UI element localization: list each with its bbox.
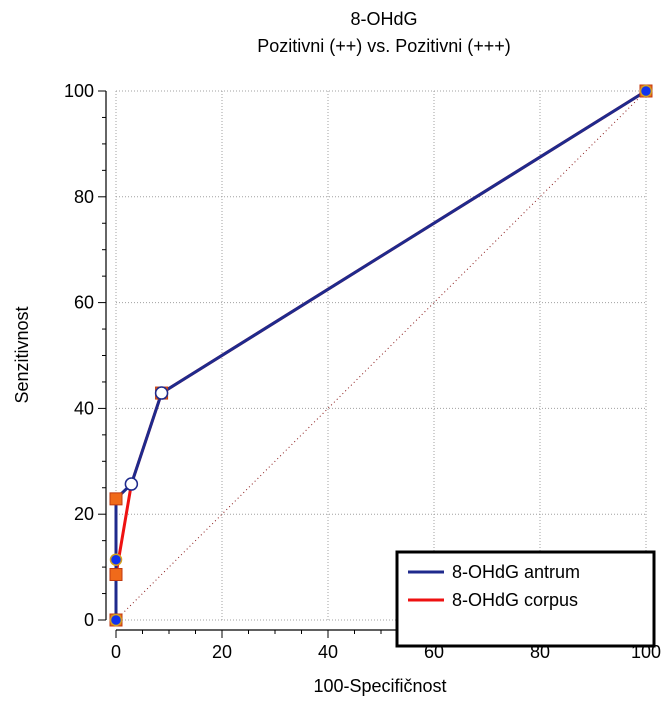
data-point-marker	[639, 84, 653, 98]
legend-label-antrum: 8-OHdG antrum	[452, 562, 580, 582]
legend-label-corpus: 8-OHdG corpus	[452, 590, 578, 610]
diagonal-reference-line	[115, 90, 647, 621]
x-axis-label: 100-Specifičnost	[313, 676, 446, 696]
data-point-marker	[109, 492, 123, 506]
x-tick-label: 0	[111, 642, 121, 662]
y-axis-label: Senzitivnost	[12, 306, 32, 403]
y-tick-label: 40	[74, 398, 94, 418]
y-tick-label: 0	[84, 610, 94, 630]
chart-subtitle: Pozitivni (++) vs. Pozitivni (+++)	[257, 36, 511, 56]
y-tick-label: 60	[74, 293, 94, 313]
x-tick-label: 40	[318, 642, 338, 662]
legend: 8-OHdG antrum 8-OHdG corpus	[395, 550, 656, 648]
y-tick-label: 80	[74, 187, 94, 207]
data-point-marker	[154, 386, 169, 400]
x-tick-label: 20	[212, 642, 232, 662]
chart-title: 8-OHdG	[350, 9, 417, 29]
data-point-marker	[109, 568, 123, 582]
data-point-marker	[109, 613, 123, 627]
y-tick-label: 20	[74, 504, 94, 524]
data-point-marker	[109, 553, 123, 566]
y-tick-label: 100	[64, 81, 94, 101]
series-group	[109, 84, 653, 627]
data-point-marker	[124, 477, 139, 491]
